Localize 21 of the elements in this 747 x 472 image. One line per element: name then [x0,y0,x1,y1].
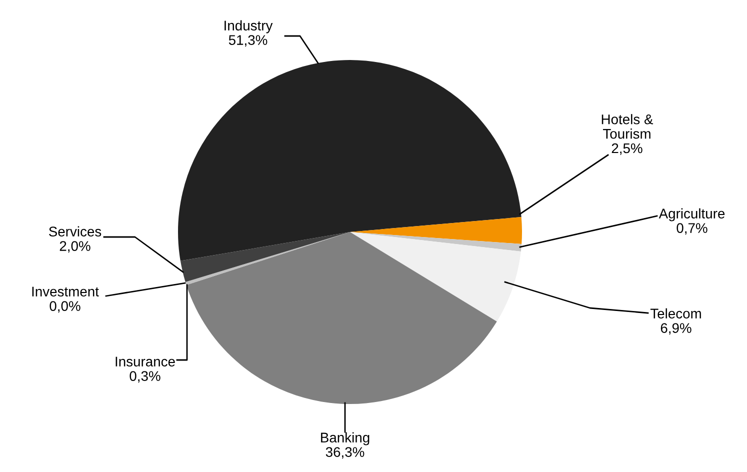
pie-slice [350,232,522,252]
category-label: Investment [32,286,99,296]
data-label: 51,3% [228,35,268,47]
slice-label: Telecom [650,308,701,318]
slice-label: Insurance [116,356,175,366]
text: 0,0% [50,301,80,313]
pie-slice [350,217,522,244]
data-label: 2,5% [612,143,642,155]
slice-label: Industry [224,20,273,34]
slice-label: Services [49,226,102,236]
slice-label: Agriculture [658,208,725,222]
pie-slice [178,60,522,261]
data-label: 0,3% [130,371,160,383]
data-label: 0,7% [676,223,708,235]
data-label: 36,3% [326,447,364,459]
data-label: 6,9% [660,323,692,335]
data-label: 2,0% [60,241,90,253]
pie-slice [350,232,521,322]
pie-slice [186,232,497,404]
slice-label: Hotels & Tourism [602,114,654,139]
slice-label: Banking [321,432,370,446]
